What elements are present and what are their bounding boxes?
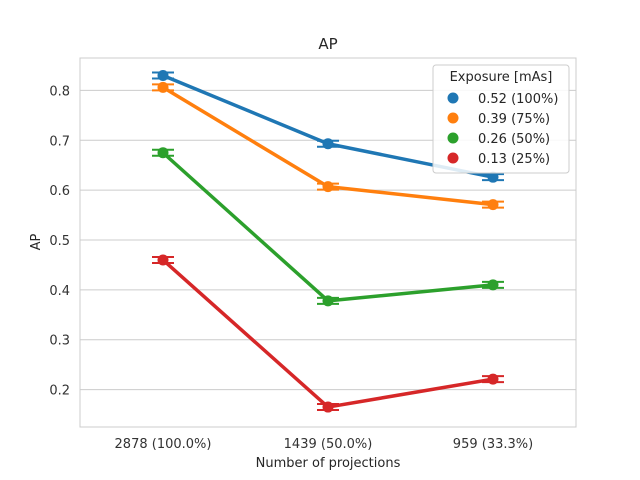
legend-marker (447, 152, 459, 164)
legend-marker (447, 112, 459, 124)
legend-label: 0.52 (100%) (478, 92, 558, 107)
legend-marker (447, 92, 459, 104)
series-3 (152, 254, 504, 413)
y-tick-label: 0.6 (49, 184, 70, 199)
y-tick-label: 0.4 (49, 284, 70, 299)
x-tick-label: 1439 (50.0%) (284, 437, 373, 452)
chart-title: AP (318, 35, 337, 53)
y-tick-label: 0.2 (49, 384, 70, 399)
x-tick-labels: 2878 (100.0%) 1439 (50.0%) 959 (33.3%) (115, 437, 534, 452)
legend-title: Exposure [mAs] (450, 70, 553, 85)
x-axis-label: Number of projections (256, 456, 401, 471)
data-point (157, 81, 169, 93)
data-point (157, 254, 169, 266)
legend-label: 0.39 (75%) (478, 112, 550, 127)
data-point (487, 279, 499, 291)
series-2 (152, 147, 504, 307)
data-point (157, 147, 169, 159)
data-point (487, 373, 499, 385)
data-point (157, 69, 169, 81)
legend-box (432, 64, 570, 174)
x-tick-label: 2878 (100.0%) (115, 437, 212, 452)
data-point (487, 171, 499, 183)
y-tick-label: 0.8 (49, 84, 70, 99)
y-tick-label: 0.7 (49, 134, 70, 149)
data-point (487, 199, 499, 211)
series-1 (152, 81, 504, 211)
y-tick-label: 0.3 (49, 334, 70, 349)
plot-frame (79, 57, 577, 428)
y-tick-labels: 0.2 0.3 0.4 0.5 0.6 0.7 0.8 (49, 84, 70, 398)
y-tick-label: 0.5 (49, 234, 70, 249)
legend-label: 0.13 (25%) (478, 152, 550, 167)
legend: Exposure [mAs] 0.52 (100%) 0.39 (75%) 0.26… (432, 64, 570, 174)
x-tick-label: 959 (33.3%) (453, 437, 533, 452)
series-layer (152, 69, 504, 413)
legend-label: 0.26 (50%) (478, 132, 550, 147)
data-point (322, 295, 334, 307)
data-point (322, 138, 334, 150)
data-point (322, 401, 334, 413)
data-point (322, 181, 334, 193)
y-axis-label: AP (29, 233, 44, 250)
legend-items: 0.52 (100%) 0.39 (75%) 0.26 (50%) 0.13 (25%… (447, 92, 558, 167)
legend-marker (447, 132, 459, 144)
